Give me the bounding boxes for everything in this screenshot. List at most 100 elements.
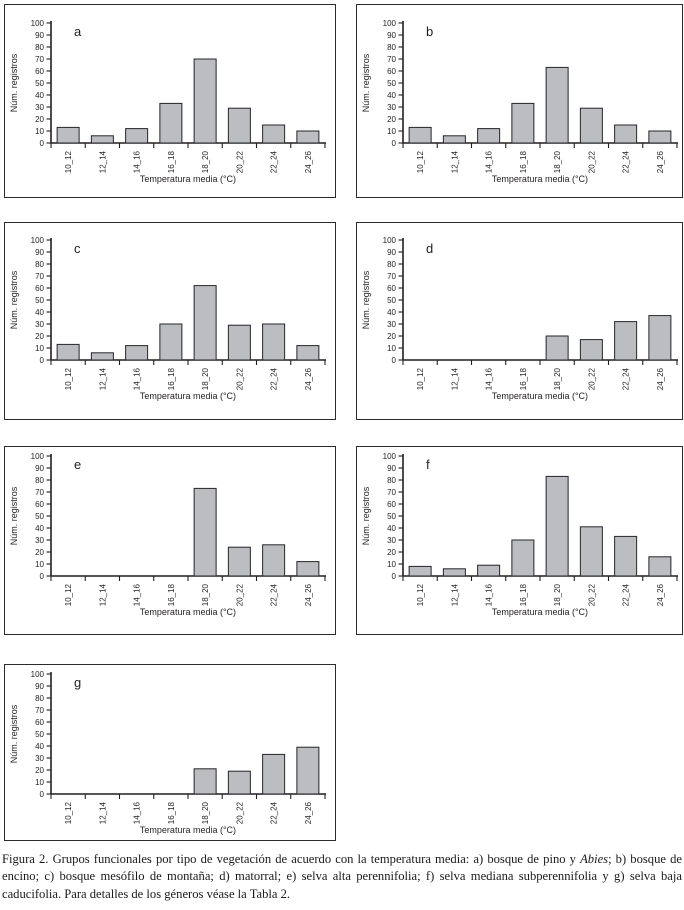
panel-a: 0 10 20 30 40 50 60 70 80 90 100 10_12 12_14 14_16 16_… <box>4 4 336 198</box>
x-tick-label: 18_20 <box>553 583 562 606</box>
y-tick-label: 90 <box>387 464 396 473</box>
bar-16_18 <box>511 539 535 577</box>
panel-letter: a <box>74 24 82 39</box>
y-tick-label: 50 <box>387 296 396 305</box>
y-tick-label: 90 <box>35 682 44 691</box>
y-tick-label: 60 <box>387 67 396 76</box>
caption-text-end: ; b) bosque de encino; c) bosque mesófil… <box>2 852 682 901</box>
y-tick-label: 0 <box>40 356 45 365</box>
y-tick-label: 50 <box>35 79 44 88</box>
y-tick-label: 0 <box>40 139 45 148</box>
y-tick-label: 80 <box>387 476 396 485</box>
y-tick-label: 60 <box>35 500 44 509</box>
bar-24_26 <box>296 746 320 795</box>
bar-24_26 <box>648 315 672 361</box>
x-tick-label: 10_12 <box>64 150 73 173</box>
x-tick-label: 24_26 <box>656 150 665 173</box>
bar-22_24 <box>262 323 286 361</box>
bar-18_20 <box>193 285 217 361</box>
y-tick-label: 60 <box>387 500 396 509</box>
bar-18_20 <box>545 66 569 144</box>
y-axis-title: Núm. registros <box>9 270 19 329</box>
x-tick-label: 10_12 <box>64 583 73 606</box>
y-axis-title: Núm. registros <box>9 704 19 763</box>
y-tick-label: 0 <box>392 356 397 365</box>
y-tick-label: 50 <box>35 512 44 521</box>
x-tick-label: 14_16 <box>485 367 494 390</box>
x-tick-label: 22_24 <box>270 801 279 824</box>
y-tick-label: 70 <box>35 706 44 715</box>
x-tick-label: 14_16 <box>133 801 142 824</box>
y-tick-label: 70 <box>35 55 44 64</box>
x-tick-label: 24_26 <box>304 583 313 606</box>
bar-chart-a: 0 10 20 30 40 50 60 70 80 90 100 10_12 12_14 14_16 16_… <box>9 19 326 184</box>
x-tick-label: 18_20 <box>553 150 562 173</box>
y-tick-label: 50 <box>35 730 44 739</box>
bar-22_24 <box>262 544 286 577</box>
x-tick-label: 18_20 <box>201 583 210 606</box>
bar-12_14 <box>442 568 466 577</box>
panel-letter: c <box>74 241 81 256</box>
bar-22_24 <box>262 753 286 795</box>
y-tick-label: 90 <box>35 31 44 40</box>
x-tick-label: 16_18 <box>167 150 176 173</box>
bar-20_22 <box>227 107 251 144</box>
y-tick-label: 70 <box>387 488 396 497</box>
x-tick-label: 16_18 <box>167 801 176 824</box>
y-tick-label: 90 <box>387 31 396 40</box>
x-tick-label: 20_22 <box>235 801 244 824</box>
bar-16_18 <box>159 102 183 144</box>
x-tick-label: 12_14 <box>98 367 107 390</box>
y-tick-label: 60 <box>35 67 44 76</box>
x-tick-label: 12_14 <box>98 801 107 824</box>
x-tick-label: 22_24 <box>270 583 279 606</box>
x-tick-label: 16_18 <box>167 367 176 390</box>
y-tick-label: 30 <box>35 536 44 545</box>
x-axis-title: Temperatura media (°C) <box>140 825 236 835</box>
bar-24_26 <box>296 561 320 577</box>
bar-20_22 <box>579 526 603 577</box>
panel-letter: f <box>426 457 430 472</box>
x-tick-label: 20_22 <box>587 367 596 390</box>
y-tick-label: 80 <box>387 43 396 52</box>
bar-10_12 <box>408 565 432 577</box>
x-tick-label: 24_26 <box>304 150 313 173</box>
caption-italic-abies: Abies <box>580 852 609 866</box>
x-tick-label: 20_22 <box>587 150 596 173</box>
panel-g: 0 10 20 30 40 50 60 70 80 90 100 10_12 12_14 14_16 16_… <box>4 664 336 841</box>
y-tick-label: 20 <box>35 332 44 341</box>
bar-18_20 <box>545 475 569 577</box>
x-axis-title: Temperatura media (°C) <box>492 174 588 184</box>
bar-22_24 <box>614 321 638 361</box>
panel-b: 0 10 20 30 40 50 60 70 80 90 100 10_12 12_14 14_16 16_… <box>356 4 683 198</box>
x-tick-label: 12_14 <box>450 150 459 173</box>
panel-letter: g <box>74 675 81 690</box>
x-tick-label: 10_12 <box>64 367 73 390</box>
y-tick-label: 10 <box>387 344 396 353</box>
bar-chart-c: 0 10 20 30 40 50 60 70 80 90 100 10_12 12_14 14_16 16_… <box>9 236 326 401</box>
y-tick-label: 40 <box>35 91 44 100</box>
x-axis-title: Temperatura media (°C) <box>140 174 236 184</box>
x-tick-label: 20_22 <box>235 150 244 173</box>
x-tick-label: 14_16 <box>485 583 494 606</box>
x-tick-label: 18_20 <box>201 801 210 824</box>
y-axis-title: Núm. registros <box>361 53 371 112</box>
y-tick-label: 10 <box>387 560 396 569</box>
y-tick-label: 60 <box>387 284 396 293</box>
y-tick-label: 70 <box>387 55 396 64</box>
x-tick-label: 22_24 <box>270 367 279 390</box>
y-tick-label: 80 <box>35 43 44 52</box>
y-tick-label: 0 <box>392 572 397 581</box>
bar-14_16 <box>125 128 149 144</box>
x-axis-title: Temperatura media (°C) <box>492 391 588 401</box>
y-tick-label: 90 <box>35 464 44 473</box>
y-tick-label: 50 <box>387 512 396 521</box>
x-tick-label: 10_12 <box>416 150 425 173</box>
bar-14_16 <box>125 345 149 361</box>
bar-10_12 <box>56 343 80 361</box>
bar-18_20 <box>193 487 217 577</box>
bar-20_22 <box>227 546 251 577</box>
x-axis-title: Temperatura media (°C) <box>140 391 236 401</box>
bar-14_16 <box>477 564 501 577</box>
x-tick-label: 10_12 <box>416 583 425 606</box>
